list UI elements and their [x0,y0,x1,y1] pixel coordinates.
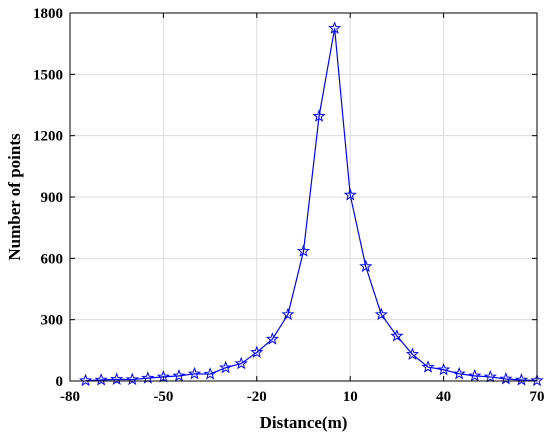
x-tick-label: -20 [247,389,267,405]
data-point-star [312,109,326,122]
data-point-star [296,244,311,257]
grid-lines [70,13,537,381]
y-tick-label: 0 [56,374,64,390]
data-point-star [250,345,264,358]
data-point-star [187,366,202,380]
x-tick-label: -50 [153,389,173,405]
x-tick-label: 10 [343,389,358,405]
series-line [85,28,538,382]
data-point-star [374,307,388,321]
data-point-star [452,366,466,380]
data-point-star [468,368,482,382]
y-tick-label: 1800 [33,6,63,22]
tick-labels: -80 -50 -20 10 40 70 0 300 600 900 1200 1500 1800 [33,6,545,405]
y-tick-label: 300 [41,313,64,329]
data-point-star [265,332,279,345]
y-tick-label: 1200 [33,129,63,145]
y-tick-label: 600 [41,251,64,267]
data-point-star [343,188,357,201]
data-point-star [437,362,451,376]
data-point-star [328,21,342,34]
data-point-star [203,367,217,380]
data-point-star [219,360,233,374]
data-point-star [483,369,497,383]
data-point-star [390,329,404,342]
data-point-star [141,371,155,384]
y-tick-label: 1500 [33,67,63,83]
x-axis-title: Distance(m) [260,413,348,432]
data-point-star [530,373,544,387]
x-tick-label: -80 [60,389,80,405]
data-point-star [125,372,139,386]
data-point-star [78,373,93,387]
data-point-star [405,347,420,361]
series-layer [78,21,544,387]
tick-marks [69,12,538,382]
data-point-star [110,372,124,385]
data-point-star [514,373,529,386]
y-axis-title: Number of points [5,133,24,261]
x-tick-label: 70 [530,389,545,405]
data-point-star [421,360,435,373]
y-tick-label: 900 [41,190,64,206]
data-point-star [172,368,186,382]
data-point-star [359,259,373,273]
data-point-star [234,356,248,370]
data-point-star [281,307,295,321]
data-point-star [94,373,108,386]
x-tick-label: 40 [436,389,451,405]
